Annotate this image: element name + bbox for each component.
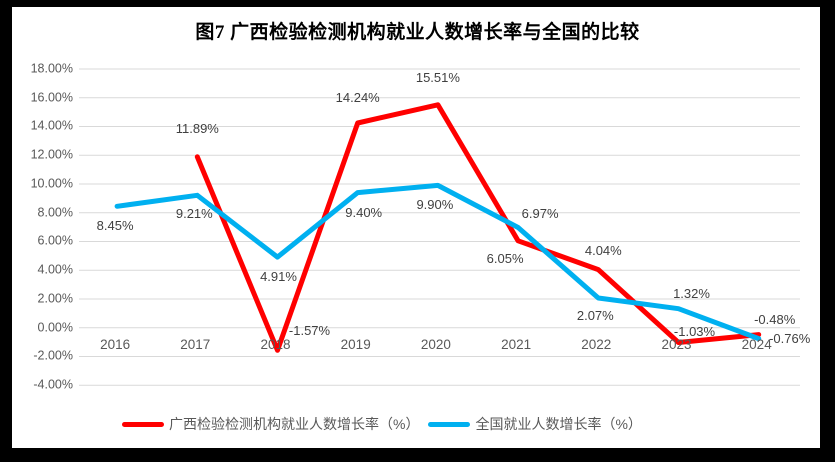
data-label: 4.04% [584, 242, 622, 258]
data-label: 15.51% [415, 69, 460, 85]
data-label: 6.97% [521, 205, 559, 221]
y-tick-label: 8.00% [37, 205, 73, 220]
y-tick-label: 10.00% [30, 176, 73, 191]
legend-line-swatch-red [122, 421, 164, 427]
data-label: 4.91% [260, 269, 297, 285]
legend-item-guangxi: 广西检验检测机构就业人数增长率（%） [122, 414, 419, 434]
data-label: 8.45% [96, 218, 134, 234]
data-label: -0.76% [769, 330, 811, 346]
x-tick-label: 2021 [501, 337, 532, 352]
gridlines [79, 68, 800, 386]
x-tick-label: 2017 [180, 337, 211, 352]
legend-item-national: 全国就业人数增长率（%） [428, 414, 642, 434]
data-label: 11.89% [175, 120, 219, 136]
y-tick-label: 0.00% [37, 320, 73, 335]
chart-title: 图7 广西检验检测机构就业人数增长率与全国的比较 [195, 22, 640, 43]
legend-line-swatch-blue [428, 421, 471, 427]
y-tick-label: 18.00% [30, 61, 73, 76]
data-label: -0.48% [754, 311, 796, 327]
series-line-guangxi [194, 102, 762, 353]
legend-label-national: 全国就业人数增长率（%） [475, 416, 642, 432]
x-tick-label: 2019 [340, 337, 371, 352]
data-label: 6.05% [486, 250, 524, 266]
x-tick-label: 2016 [100, 337, 131, 352]
data-label: 9.21% [175, 206, 213, 222]
data-label: -1.57% [288, 323, 331, 339]
y-tick-label: 16.00% [30, 90, 73, 105]
x-tick-label: 2023 [661, 337, 692, 352]
y-tick-label: 14.00% [30, 118, 73, 133]
y-tick-label: 12.00% [30, 147, 73, 162]
x-tick-label: 2022 [581, 337, 612, 352]
legend-label-guangxi: 广西检验检测机构就业人数增长率（%） [169, 416, 420, 432]
y-tick-label: 2.00% [37, 291, 73, 306]
series-line-national [114, 182, 762, 342]
y-tick-label: 6.00% [37, 233, 73, 248]
y-tick-label: -2.00% [33, 348, 73, 363]
x-tick-label: 2024 [741, 337, 772, 352]
data-label: 9.40% [345, 204, 383, 220]
y-tick-label: -4.00% [33, 377, 73, 392]
data-label: 2.07% [576, 307, 614, 323]
legend: 广西检验检测机构就业人数增长率（%） 全国就业人数增长率（%） [122, 414, 642, 434]
data-label: 9.90% [416, 197, 454, 213]
data-label: 1.32% [673, 285, 710, 301]
data-label: 14.24% [335, 90, 380, 106]
chart-canvas [12, 7, 820, 448]
data-label: -1.03% [673, 323, 716, 339]
x-tick-label: 2020 [420, 337, 451, 352]
x-tick-label: 2018 [260, 337, 291, 352]
series-lines [114, 102, 762, 353]
y-tick-label: 4.00% [37, 262, 73, 277]
